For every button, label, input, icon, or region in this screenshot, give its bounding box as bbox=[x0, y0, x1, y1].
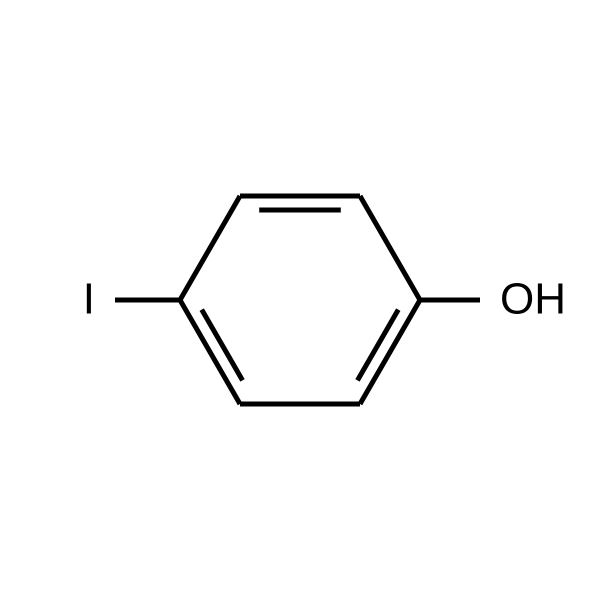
bond-line bbox=[360, 196, 420, 300]
bond-line bbox=[360, 300, 420, 404]
bond-line bbox=[180, 300, 240, 404]
atom-label-OH: OH bbox=[500, 275, 566, 324]
atom-label-I: I bbox=[83, 275, 95, 324]
molecule-diagram: I OH bbox=[0, 0, 600, 600]
bond-line bbox=[180, 196, 240, 300]
